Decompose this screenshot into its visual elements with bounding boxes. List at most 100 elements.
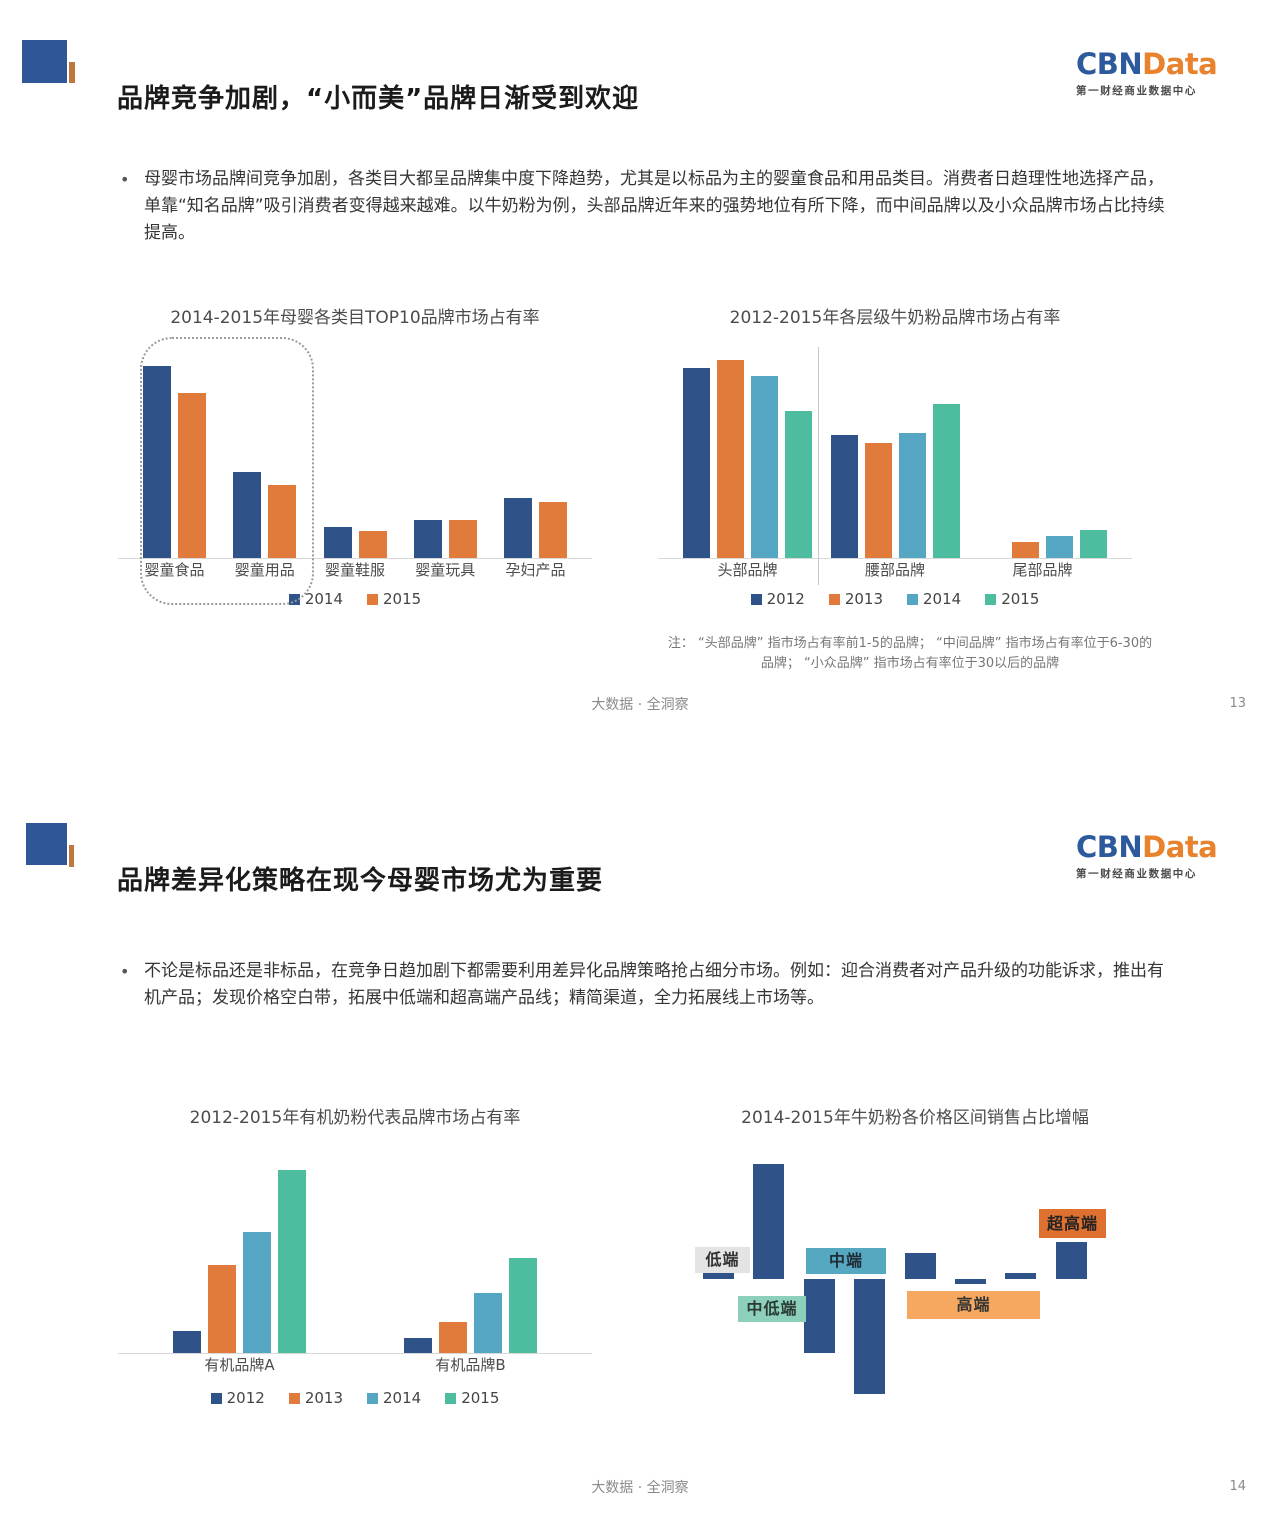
bar-group (404, 1258, 537, 1353)
legend-swatch (985, 593, 997, 605)
chart-title: 2014-2015年牛奶粉各价格区间销售占比增幅 (741, 1108, 1089, 1128)
plot-area (118, 1141, 592, 1354)
bar-group (978, 530, 1107, 558)
bar-2015 (785, 411, 812, 558)
logo-data-text: Data (1142, 47, 1218, 81)
bar-2015 (509, 1258, 537, 1353)
chart-milk-powder-tier-share: 2012-2015年各层级牛奶粉品牌市场占有率 头部品牌 腰部品牌 尾部品牌 201… (658, 303, 1132, 608)
logo-tagline: 第一财经商业数据中心 (1076, 85, 1197, 97)
category-label: 尾部品牌 (1012, 561, 1073, 579)
corner-square-decoration (26, 823, 67, 865)
category-label: 婴童鞋服 (324, 561, 385, 579)
bar-2013 (439, 1322, 467, 1353)
bar-group (504, 498, 567, 558)
plot-area (118, 341, 592, 559)
price-band-tag: 中端 (806, 1248, 886, 1274)
page-title: 品牌竞争加剧，“小而美”品牌日渐受到欢迎 (117, 84, 640, 114)
bar-group (830, 404, 960, 558)
footnote-line-1: 注： “头部品牌” 指市场占有率前1-5的品牌； “中间品牌” 指市场占有率位于… (667, 636, 1153, 651)
bar-group (683, 360, 812, 558)
bar (753, 1164, 784, 1279)
page-number: 13 (1229, 696, 1246, 711)
legend-label: 2012 (226, 1389, 265, 1407)
footer-slogan: 大数据 · 全洞察 (591, 697, 689, 713)
legend-item: 2014 (907, 590, 961, 608)
cbndata-logo: CBNData 第一财经商业数据中心 (1076, 833, 1236, 881)
bar-2014 (751, 376, 778, 558)
logo-tagline: 第一财经商业数据中心 (1076, 868, 1197, 880)
bar-2015 (178, 393, 206, 558)
bar-2014 (1046, 536, 1073, 558)
legend-swatch (210, 1392, 222, 1404)
category-axis: 有机品牌A 有机品牌B (118, 1354, 592, 1375)
category-axis: 婴童食品 婴童用品 婴童鞋服 婴童玩具 孕妇产品 (118, 559, 592, 580)
highlight-dotted-outline (140, 337, 314, 605)
chart-top10-brand-share: 2014-2015年母婴各类目TOP10品牌市场占有率 婴童食品 婴童用品 婴童鞋服… (118, 303, 592, 608)
logo-cbn-text: CBN (1076, 830, 1143, 864)
bar-2013 (864, 443, 892, 558)
bullet-paragraph: • 不论是标品还是非标品，在竞争日趋加剧下都需要利用差异化品牌策略抢占细分市场。… (120, 958, 1165, 1012)
logo-wordmark: CBNData (1076, 833, 1236, 862)
bullet-text: 母婴市场品牌间竞争加剧，各类目大都呈品牌集中度下降趋势，尤其是以标品为主的婴童食… (144, 169, 1165, 243)
bullet-dot: • (120, 962, 130, 981)
legend-label: 2015 (383, 590, 422, 608)
corner-accent-bar (69, 62, 75, 83)
legend-item: 2015 (445, 1389, 499, 1407)
chart-title: 2014-2015年母婴各类目TOP10品牌市场占有率 (170, 308, 540, 328)
tier-separator-line (818, 347, 819, 585)
bar-group (143, 366, 206, 558)
plot-area: 低端 中低端 中端 高端 超高端 (678, 1141, 1152, 1411)
bullet-text: 不论是标品还是非标品，在竞争日趋加剧下都需要利用差异化品牌策略抢占细分市场。例如… (144, 961, 1164, 1008)
legend-label: 2014 (923, 590, 962, 608)
category-label: 头部品牌 (717, 561, 778, 579)
cbndata-logo: CBNData 第一财经商业数据中心 (1076, 50, 1236, 98)
bar-2012 (830, 435, 858, 558)
legend-item: 2015 (985, 590, 1039, 608)
legend-label: 2013 (304, 1389, 343, 1407)
bar-2012 (683, 368, 710, 558)
bar-2012 (173, 1331, 201, 1353)
category-label: 婴童用品 (234, 561, 295, 579)
bar-group (413, 520, 477, 558)
page-title: 品牌差异化策略在现今母婴市场尤为重要 (117, 866, 604, 896)
bar-2012 (404, 1338, 432, 1353)
price-band-tag: 低端 (695, 1247, 750, 1273)
legend-item: 2014 (367, 1389, 421, 1407)
legend-item: 2015 (367, 590, 421, 608)
bullet-paragraph: • 母婴市场品牌间竞争加剧，各类目大都呈品牌集中度下降趋势，尤其是以标品为主的婴… (120, 166, 1165, 247)
legend-item: 2013 (828, 590, 883, 608)
bar-2014 (323, 527, 352, 558)
legend-label: 2014 (383, 1389, 422, 1407)
category-label: 婴童玩具 (415, 561, 476, 579)
corner-square-decoration (22, 40, 67, 83)
bar-2014 (243, 1232, 271, 1353)
footnote-line-2: 品牌； “小众品牌” 指市场占有率位于30以后的品牌 (760, 656, 1060, 672)
logo-data-text: Data (1142, 830, 1218, 864)
legend-item: 2012 (750, 590, 805, 608)
legend-label: 2015 (461, 1389, 500, 1407)
bar-group (233, 472, 297, 558)
legend-swatch (907, 593, 918, 605)
bar (854, 1279, 885, 1394)
corner-accent-bar (69, 845, 74, 867)
legend-item: 2012 (210, 1389, 265, 1407)
logo-wordmark: CBNData (1076, 50, 1236, 79)
bar (1005, 1273, 1036, 1279)
bar-2015 (268, 485, 297, 558)
legend-swatch (288, 1392, 300, 1404)
price-band-tag: 高端 (907, 1291, 1040, 1319)
price-band-tag: 超高端 (1039, 1209, 1106, 1238)
chart-price-band-growth: 2014-2015年牛奶粉各价格区间销售占比增幅 低端 中低端 中端 高端 超高端 (678, 1103, 1152, 1411)
legend-label: 2013 (844, 590, 883, 608)
bar-2015 (278, 1170, 306, 1353)
legend-swatch (445, 1392, 457, 1404)
logo-cbn-text: CBN (1076, 47, 1143, 81)
bar-2013 (208, 1265, 236, 1353)
bullet-dot: • (120, 170, 130, 189)
bar-group (173, 1170, 306, 1353)
bar-2014 (474, 1293, 502, 1353)
bar-2014 (898, 433, 926, 558)
bar (955, 1279, 986, 1284)
bar-2015 (358, 531, 387, 558)
